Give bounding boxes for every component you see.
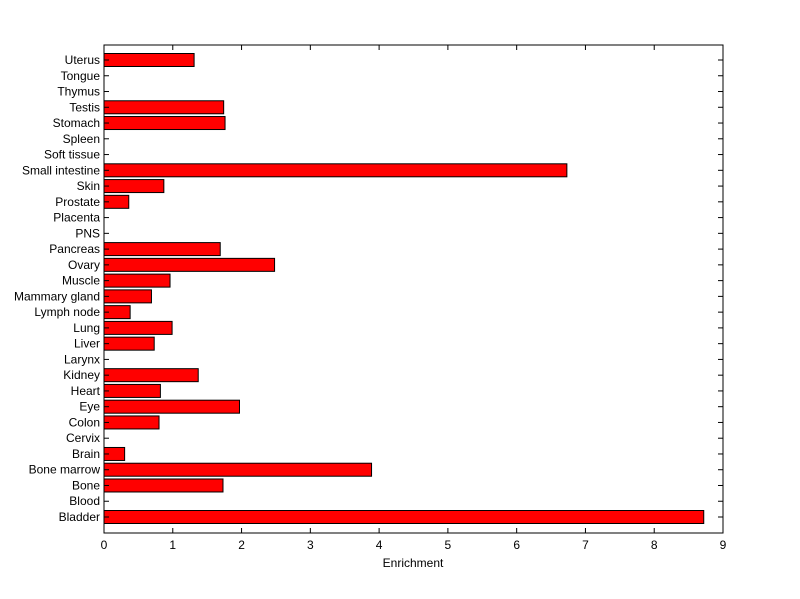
y-tick-label-liver: Liver <box>74 337 100 351</box>
y-tick-label-placenta: Placenta <box>53 211 100 225</box>
y-tick-label-pns: PNS <box>75 226 100 240</box>
y-tick-label-uterus: Uterus <box>65 53 100 67</box>
y-tick-label-stomach: Stomach <box>53 116 100 130</box>
bar-colon <box>103 415 160 430</box>
y-tick-label-larynx: Larynx <box>64 352 100 366</box>
x-tick-label-6: 6 <box>513 538 520 552</box>
y-tick-label-muscle: Muscle <box>62 274 100 288</box>
bar-kidney <box>103 368 199 383</box>
bar-heart <box>103 383 161 398</box>
y-tick-label-skin: Skin <box>77 179 100 193</box>
x-tick-label-3: 3 <box>307 538 314 552</box>
plot-frame <box>103 44 724 534</box>
x-axis-label: Enrichment <box>383 556 444 570</box>
bar-liver <box>103 336 155 351</box>
bar-lung <box>103 320 173 335</box>
y-tick-label-bladder: Bladder <box>59 510 100 524</box>
bar-testis <box>103 100 225 115</box>
y-tick-label-blood: Blood <box>69 494 100 508</box>
x-tick-label-8: 8 <box>651 538 658 552</box>
bar-uterus <box>103 53 195 67</box>
y-tick-label-ovary: Ovary <box>68 258 100 272</box>
y-tick-label-pancreas: Pancreas <box>49 242 100 256</box>
bar-mammary-gland <box>103 289 152 304</box>
y-tick-label-bone-marrow: Bone marrow <box>29 463 101 477</box>
y-tick-label-bone: Bone <box>72 478 100 492</box>
bar-bladder <box>103 510 705 524</box>
y-tick-label-tongue: Tongue <box>61 69 101 83</box>
bar-muscle <box>103 273 171 288</box>
y-tick-label-lymph-node: Lymph node <box>34 305 100 319</box>
x-tick-label-7: 7 <box>582 538 589 552</box>
y-tick-label-prostate: Prostate <box>55 195 100 209</box>
bar-stomach <box>103 116 226 131</box>
bar-skin <box>103 179 165 194</box>
y-tick-label-brain: Brain <box>72 447 100 461</box>
bar-pancreas <box>103 242 221 257</box>
y-tick-label-testis: Testis <box>69 100 100 114</box>
y-tick-label-heart: Heart <box>71 384 101 398</box>
bar-bone-marrow <box>103 462 373 477</box>
bar-small-intestine <box>103 163 568 178</box>
bar-bone <box>103 478 224 493</box>
x-tick-label-1: 1 <box>169 538 176 552</box>
bar-eye <box>103 399 240 414</box>
y-tick-label-eye: Eye <box>79 400 100 414</box>
x-tick-label-5: 5 <box>445 538 452 552</box>
y-tick-label-colon: Colon <box>69 415 100 429</box>
y-tick-label-thymus: Thymus <box>57 85 100 99</box>
y-tick-label-cervix: Cervix <box>66 431 100 445</box>
x-tick-label-2: 2 <box>238 538 245 552</box>
y-tick-label-soft-tissue: Soft tissue <box>44 148 100 162</box>
y-tick-label-small-intestine: Small intestine <box>22 163 100 177</box>
y-tick-label-spleen: Spleen <box>63 132 100 146</box>
bar-ovary <box>103 257 276 272</box>
y-tick-label-mammary-gland: Mammary gland <box>14 289 100 303</box>
x-tick-label-9: 9 <box>720 538 727 552</box>
x-tick-label-4: 4 <box>376 538 383 552</box>
y-tick-label-kidney: Kidney <box>63 368 100 382</box>
x-tick-label-0: 0 <box>101 538 108 552</box>
y-tick-label-lung: Lung <box>73 321 100 335</box>
